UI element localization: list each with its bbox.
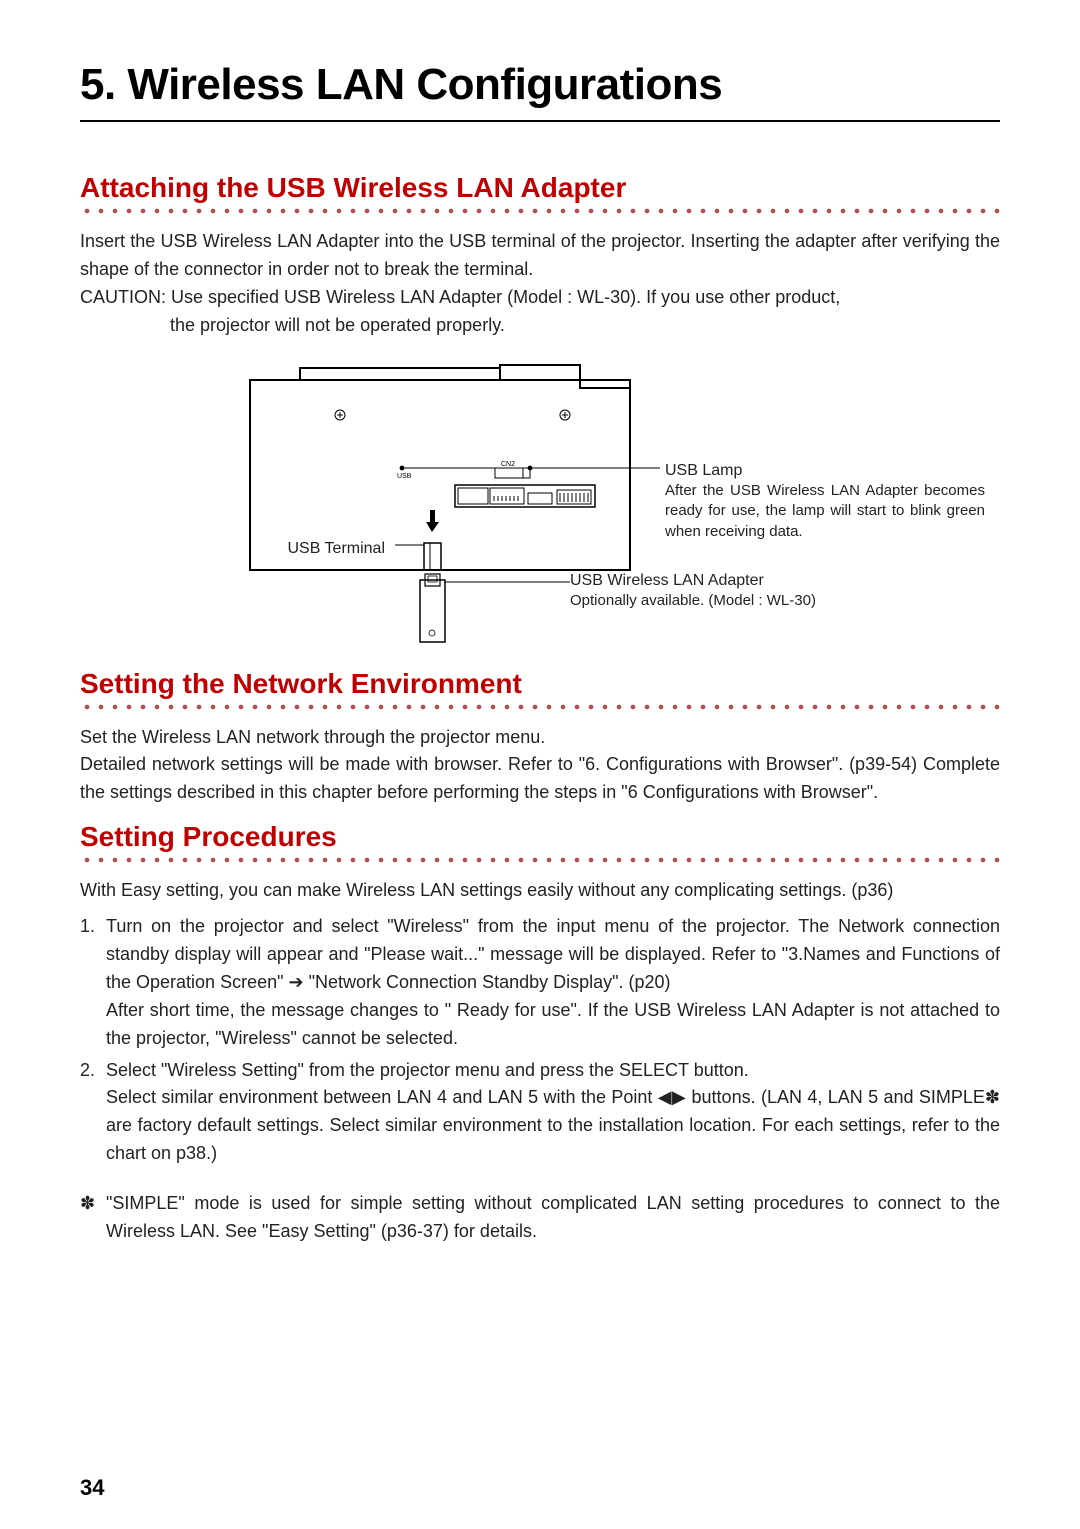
steps-list: 1. Turn on the projector and select "Wir… bbox=[80, 913, 1000, 1168]
section-attaching-title: Attaching the USB Wireless LAN Adapter bbox=[80, 172, 1000, 204]
callout-usb-lamp-body: After the USB Wireless LAN Adapter becom… bbox=[665, 481, 985, 542]
section-procedures-title: Setting Procedures bbox=[80, 821, 1000, 853]
section1-p2: CAUTION: Use specified USB Wireless LAN … bbox=[80, 284, 1000, 340]
section2-p1: Set the Wireless LAN network through the… bbox=[80, 724, 1000, 752]
section1-p1: Insert the USB Wireless LAN Adapter into… bbox=[80, 228, 1000, 284]
svg-text:CN2: CN2 bbox=[501, 461, 515, 468]
step-number: 1. bbox=[80, 913, 95, 941]
page-number: 34 bbox=[80, 1475, 104, 1501]
step2-part-b: Select similar environment between LAN 4… bbox=[106, 1087, 1000, 1163]
callout-usb-lamp: USB Lamp After the USB Wireless LAN Adap… bbox=[665, 460, 985, 542]
dotted-rule bbox=[80, 702, 1000, 712]
section2-p2: Detailed network settings will be made w… bbox=[80, 751, 1000, 807]
dotted-rule bbox=[80, 855, 1000, 865]
footnote-simple: ✽ "SIMPLE" mode is used for simple setti… bbox=[80, 1190, 1000, 1246]
callout-usb-terminal: USB Terminal bbox=[230, 538, 385, 560]
step-2: 2. Select "Wireless Setting" from the pr… bbox=[80, 1057, 1000, 1169]
step-1: 1. Turn on the projector and select "Wir… bbox=[80, 913, 1000, 1052]
step2-part-a: Select "Wireless Setting" from the proje… bbox=[106, 1060, 749, 1080]
callout-usb-adapter-body: Optionally available. (Model : WL-30) bbox=[570, 591, 950, 611]
step-number: 2. bbox=[80, 1057, 95, 1085]
step1-part-c: After short time, the message changes to… bbox=[106, 1000, 1000, 1048]
callout-usb-lamp-title: USB Lamp bbox=[665, 460, 985, 482]
footnote-text: "SIMPLE" mode is used for simple setting… bbox=[106, 1193, 1000, 1241]
section3-intro: With Easy setting, you can make Wireless… bbox=[80, 877, 1000, 905]
callout-usb-adapter: USB Wireless LAN Adapter Optionally avai… bbox=[570, 570, 950, 612]
asterisk-icon: ✽ bbox=[80, 1190, 95, 1218]
section-network-title: Setting the Network Environment bbox=[80, 668, 1000, 700]
step1-part-b: "Network Connection Standby Display". (p… bbox=[304, 972, 671, 992]
dotted-rule bbox=[80, 206, 1000, 216]
arrow-icon: ➔ bbox=[289, 969, 304, 997]
section1-p2-indent: the projector will not be operated prope… bbox=[80, 312, 1000, 340]
section1-p2-main: CAUTION: Use specified USB Wireless LAN … bbox=[80, 287, 840, 307]
callout-usb-adapter-title: USB Wireless LAN Adapter bbox=[570, 570, 950, 592]
diagram-projector: USB CN2 bbox=[80, 350, 1000, 650]
svg-text:USB: USB bbox=[397, 473, 412, 480]
chapter-title: 5. Wireless LAN Configurations bbox=[80, 60, 1000, 122]
